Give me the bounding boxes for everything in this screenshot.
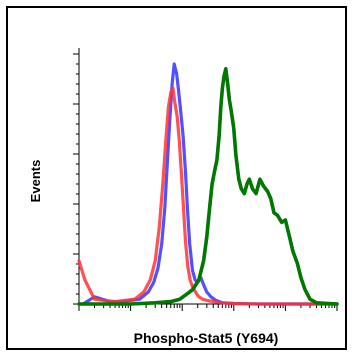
x-axis-label: Phospho-Stat5 (Y694): [134, 330, 279, 346]
y-ticks: [73, 53, 79, 305]
series-line-red: [77, 86, 339, 306]
series-layer: [77, 62, 339, 306]
chart-frame: [6, 6, 347, 350]
y-axis-label: Events: [28, 160, 43, 203]
series-line-green: [77, 67, 339, 306]
y-axis: [73, 48, 80, 305]
series-line-blue: [81, 62, 339, 306]
